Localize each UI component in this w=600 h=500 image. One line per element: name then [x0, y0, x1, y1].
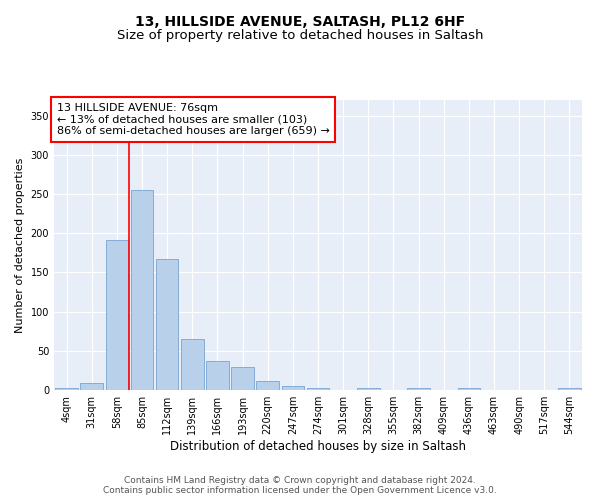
Bar	[458, 388, 480, 390]
Bar	[106, 240, 128, 390]
Bar	[181, 339, 203, 390]
Bar	[407, 388, 430, 390]
Bar	[80, 383, 103, 390]
Bar	[55, 388, 78, 390]
Bar	[281, 386, 304, 390]
Bar	[558, 388, 581, 390]
Bar	[156, 259, 178, 390]
Text: 13 HILLSIDE AVENUE: 76sqm
← 13% of detached houses are smaller (103)
86% of semi: 13 HILLSIDE AVENUE: 76sqm ← 13% of detac…	[56, 103, 329, 136]
Bar	[357, 388, 380, 390]
Bar	[231, 368, 254, 390]
Bar	[206, 361, 229, 390]
Y-axis label: Number of detached properties: Number of detached properties	[15, 158, 25, 332]
Bar	[307, 388, 329, 390]
Bar	[256, 382, 279, 390]
X-axis label: Distribution of detached houses by size in Saltash: Distribution of detached houses by size …	[170, 440, 466, 453]
Text: Contains HM Land Registry data © Crown copyright and database right 2024.
Contai: Contains HM Land Registry data © Crown c…	[103, 476, 497, 495]
Bar	[131, 190, 154, 390]
Text: Size of property relative to detached houses in Saltash: Size of property relative to detached ho…	[117, 28, 483, 42]
Text: 13, HILLSIDE AVENUE, SALTASH, PL12 6HF: 13, HILLSIDE AVENUE, SALTASH, PL12 6HF	[135, 16, 465, 30]
